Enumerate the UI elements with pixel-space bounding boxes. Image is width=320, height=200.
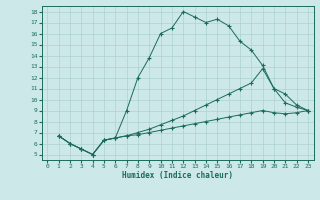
X-axis label: Humidex (Indice chaleur): Humidex (Indice chaleur): [122, 171, 233, 180]
